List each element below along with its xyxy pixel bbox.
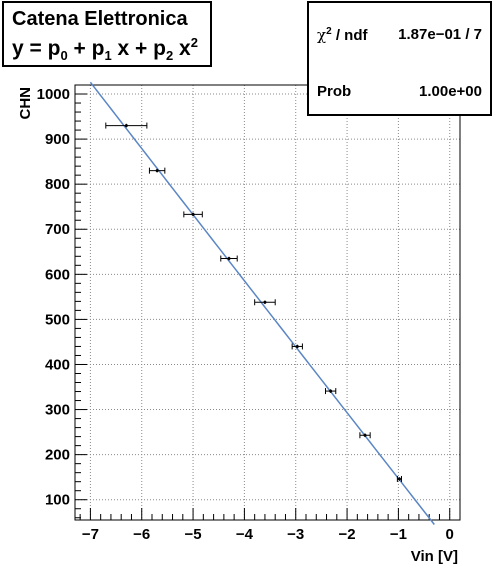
data-point	[325, 388, 337, 395]
data-point	[396, 475, 402, 482]
formula-y-part: y = p	[12, 37, 61, 60]
data-point	[220, 255, 238, 262]
ndf-label-text: / ndf	[331, 27, 368, 44]
y-tick-label: 400	[45, 356, 70, 373]
formula-p0-subscript: 0	[60, 48, 68, 64]
axis-ticks	[75, 84, 461, 520]
y-tick-label: 800	[45, 176, 70, 193]
data-points	[105, 122, 402, 482]
data-point	[148, 167, 166, 174]
y-tick-label: 100	[45, 492, 70, 509]
chart-title: Catena Elettronica	[12, 8, 188, 30]
fit-curve	[89, 81, 435, 525]
formula-x-squared: x	[173, 37, 191, 60]
chi2-ndf-label: χ2 / ndf	[317, 26, 367, 44]
data-point	[291, 343, 303, 350]
formula-p1-subscript: 1	[104, 48, 112, 64]
formula-plus-p1: + p	[67, 37, 105, 60]
data-point	[105, 122, 148, 129]
data-point	[359, 432, 371, 439]
formula-exponent: 2	[190, 35, 198, 50]
y-tick-label: 600	[45, 266, 70, 283]
point-marker	[155, 169, 159, 173]
data-point	[254, 299, 276, 306]
x-tick-label: −7	[82, 526, 99, 543]
plot-frame	[74, 84, 461, 521]
grid-lines	[75, 85, 460, 520]
x-tick-labels: −7 −6 −5 −4 −3 −2 −1 0	[82, 526, 454, 543]
x-tick-label: −3	[287, 526, 304, 543]
x-axis-title: Vin [V]	[411, 548, 458, 565]
chi-squared-exponent: 2	[326, 26, 332, 37]
fit-stats-box: χ2 / ndf 1.87e−01 / 7 Prob 1.00e+00	[307, 1, 492, 116]
point-marker	[191, 212, 195, 216]
x-tick-label: −6	[133, 526, 150, 543]
x-tick-label: −4	[236, 526, 254, 543]
y-tick-label: 500	[45, 311, 70, 328]
point-marker	[263, 300, 267, 304]
prob-value: 1.00e+00	[419, 83, 482, 100]
point-marker	[397, 477, 401, 481]
point-marker	[329, 389, 333, 393]
y-tick-label: 1000	[37, 86, 70, 103]
data-point	[183, 211, 203, 218]
y-tick-label: 900	[45, 131, 70, 148]
y-tick-label: 700	[45, 221, 70, 238]
chi2-ndf-value: 1.87e−01 / 7	[398, 26, 482, 43]
x-tick-label: −1	[390, 526, 407, 543]
y-tick-label: 200	[45, 447, 70, 464]
y-axis-title: CHN	[17, 87, 34, 120]
point-marker	[124, 124, 128, 128]
x-tick-label: −5	[185, 526, 202, 543]
point-marker	[363, 433, 367, 437]
fit-curve-group	[89, 81, 435, 525]
point-marker	[295, 344, 299, 348]
y-tick-labels: 100 200 300 400 500 600 700 800 900 1000	[37, 86, 70, 509]
y-tick-label: 300	[45, 402, 70, 419]
fit-formula: y = p0 + p1 x + p2 x2	[12, 35, 198, 63]
chi-symbol: χ	[317, 26, 327, 44]
formula-p2-subscript: 2	[165, 48, 174, 64]
x-tick-label: 0	[446, 526, 454, 543]
x-tick-label: −2	[339, 526, 356, 543]
point-marker	[227, 257, 231, 261]
title-box: Catena Elettronica y = p0 + p1 x + p2 x2	[2, 1, 212, 67]
prob-label: Prob	[317, 83, 352, 100]
formula-x-plus-p2: x + p	[111, 37, 166, 60]
